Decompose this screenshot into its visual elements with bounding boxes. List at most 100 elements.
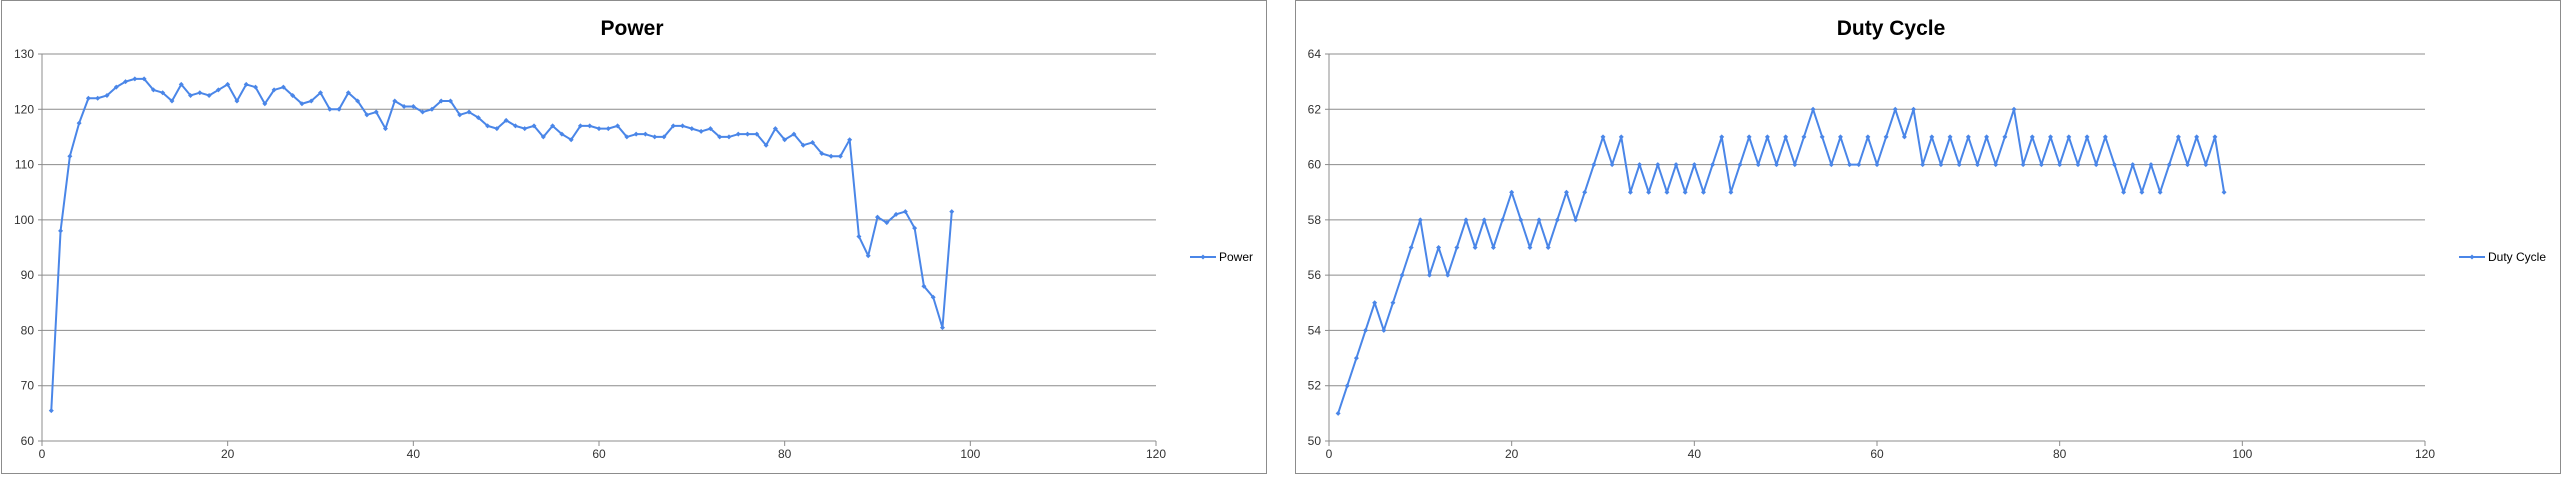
power-data-point [345, 90, 351, 96]
duty-cycle-data-point [1682, 189, 1688, 195]
power-data-point [670, 123, 676, 129]
power-data-point [494, 126, 500, 132]
duty-cycle-data-point [1445, 272, 1451, 278]
duty-cycle-data-point [1710, 162, 1716, 168]
power-data-point [438, 98, 444, 104]
duty-cycle-data-point [1563, 189, 1569, 195]
power-data-point [169, 98, 175, 104]
power-data-point [104, 92, 110, 98]
power-data-point [540, 134, 546, 140]
duty-cycle-data-point [2166, 162, 2172, 168]
power-data-point [475, 115, 481, 121]
power-y-tick-label: 130 [14, 47, 34, 61]
power-data-point [596, 126, 602, 132]
power-x-tick-label: 20 [221, 447, 235, 461]
power-data-point [243, 81, 249, 87]
power-data-point [234, 98, 240, 104]
duty-cycle-data-point [2057, 162, 2063, 168]
duty-cycle-data-point [1783, 134, 1789, 140]
duty-cycle-data-point [1856, 162, 1862, 168]
duty-cycle-data-point [1974, 162, 1980, 168]
power-y-tick-label: 90 [21, 268, 35, 282]
power-data-point [364, 112, 370, 118]
duty-cycle-data-point [2157, 189, 2163, 195]
power-data-point [698, 128, 704, 134]
duty-cycle-legend-label: Duty Cycle [2488, 250, 2546, 264]
duty-cycle-data-point [1353, 355, 1359, 361]
power-data-point [680, 123, 686, 129]
duty-cycle-data-point [1490, 245, 1496, 250]
power-data-point [58, 228, 64, 234]
duty-cycle-data-point [2175, 134, 2181, 140]
duty-cycle-data-point [1792, 162, 1798, 168]
duty-cycle-data-point [2002, 134, 2008, 140]
power-data-point [113, 84, 119, 90]
power-x-tick-label: 60 [592, 447, 606, 461]
duty-cycle-y-tick-label: 62 [1308, 102, 1322, 116]
duty-cycle-data-point [1408, 245, 1414, 250]
power-data-point [856, 233, 862, 239]
power-data-point [949, 209, 955, 215]
power-data-point [327, 106, 333, 112]
duty-cycle-data-point [1472, 245, 1478, 250]
power-data-point [160, 90, 166, 96]
duty-cycle-data-point [1847, 162, 1853, 168]
power-data-point [410, 104, 416, 110]
duty-cycle-data-point [2148, 162, 2154, 168]
power-y-tick-label: 120 [14, 102, 34, 116]
duty-cycle-data-point [2066, 134, 2072, 140]
power-data-point [280, 84, 286, 90]
duty-cycle-data-point [1436, 245, 1442, 250]
duty-cycle-data-point [1947, 134, 1953, 140]
power-data-point [67, 153, 73, 159]
duty-cycle-data-point [1728, 189, 1734, 195]
duty-cycle-data-point [2139, 189, 2145, 195]
duty-cycle-data-point [2121, 189, 2127, 195]
duty-cycle-data-point [1755, 162, 1761, 168]
duty-cycle-data-point [1655, 162, 1661, 168]
power-y-tick-label: 60 [21, 434, 35, 448]
power-data-point [550, 123, 556, 129]
duty-cycle-data-point [1454, 245, 1460, 250]
duty-cycle-data-point [1691, 162, 1697, 168]
power-chart: Power 60 70 80 90 100 110 120 130 0 20 40 60 80 100 120… [14, 17, 1253, 461]
power-data-point [336, 106, 342, 112]
power-chart-panel: Power 60 70 80 90 100 110 120 130 0 20 40 60 80 100 120… [1, 0, 1267, 474]
power-data-point [810, 139, 816, 145]
power-data-point [522, 126, 528, 132]
duty-cycle-data-point [1600, 134, 1606, 140]
power-data-point [875, 214, 880, 220]
power-x-tick-label: 120 [1146, 447, 1166, 461]
duty-cycle-y-tick-label: 58 [1308, 213, 1322, 227]
power-data-point [123, 79, 129, 85]
duty-cycle-x-tick-label: 100 [2232, 447, 2252, 461]
power-data-point [707, 126, 713, 132]
power-data-point [141, 76, 147, 82]
power-legend-marker [1200, 254, 1206, 260]
power-data-point [206, 92, 212, 98]
power-data-point [652, 134, 658, 140]
duty-cycle-data-point [1518, 217, 1524, 223]
power-data-point [633, 131, 639, 137]
power-data-point [763, 142, 769, 148]
duty-cycle-data-point [1381, 327, 1387, 333]
power-data-point [150, 87, 156, 93]
power-data-point [893, 211, 899, 217]
power-data-point [299, 101, 305, 107]
power-x-tick-label: 100 [960, 447, 980, 461]
power-data-point [262, 101, 268, 107]
duty-cycle-data-point [2038, 162, 2044, 168]
duty-cycle-data-point [1646, 189, 1652, 195]
power-data-point [930, 294, 936, 300]
power-data-point [48, 408, 54, 414]
duty-cycle-data-point [2111, 162, 2117, 168]
duty-cycle-data-point [1810, 106, 1816, 112]
duty-cycle-x-tick-label: 80 [2053, 447, 2067, 461]
duty-cycle-data-point [1582, 189, 1588, 195]
power-data-point [624, 134, 630, 140]
power-data-point [503, 117, 509, 123]
duty-cycle-data-point [1536, 217, 1542, 223]
duty-cycle-data-point [1883, 134, 1889, 140]
duty-cycle-data-point [1344, 383, 1350, 389]
duty-cycle-data-point [1527, 245, 1533, 250]
